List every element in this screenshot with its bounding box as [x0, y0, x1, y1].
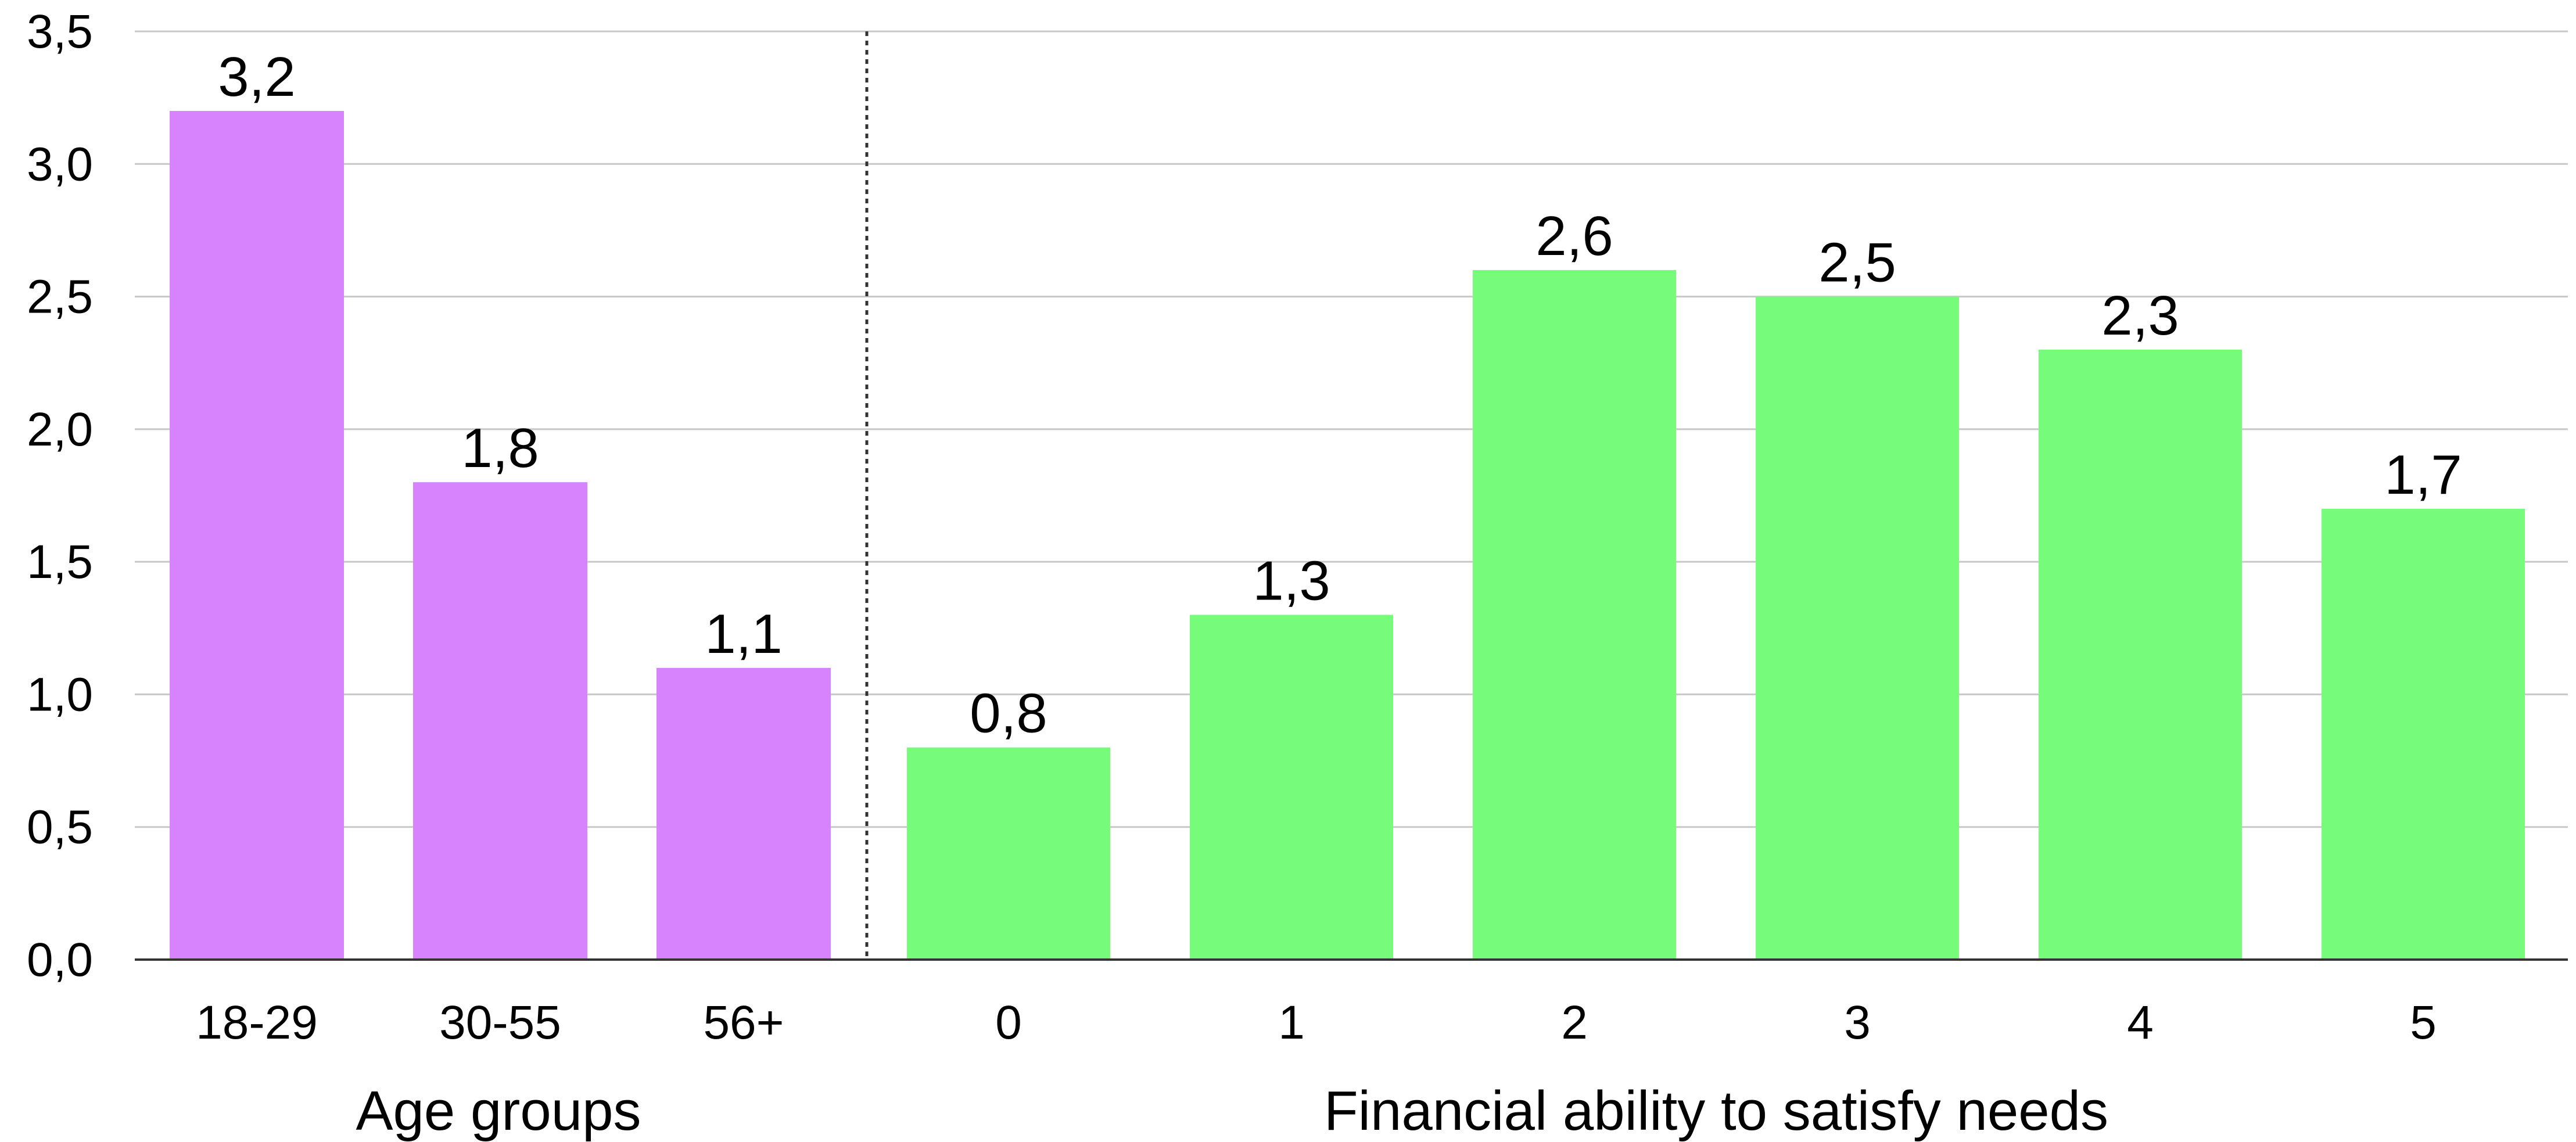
y-tick-label: 1,0: [27, 668, 93, 721]
y-tick-label: 3,5: [27, 5, 93, 58]
x-axis-ticks: 18-29 30-55 56+ 0 1 2 3 4 5: [196, 996, 2437, 1049]
y-tick-label: 3,0: [27, 138, 93, 191]
x-tick-label: 4: [2127, 996, 2154, 1049]
y-axis-ticks: 0,0 0,5 1,0 1,5 2,0 2,5 3,0 3,5: [27, 5, 93, 986]
bar-value-label: 2,6: [1535, 205, 1613, 267]
bar: [2039, 349, 2242, 960]
bar-value-label: 1,3: [1253, 550, 1330, 612]
bar: [656, 667, 831, 960]
y-tick-label: 0,5: [27, 801, 93, 854]
bar: [1190, 615, 1393, 960]
y-tick-label: 1,5: [27, 536, 93, 588]
x-group-label: Financial ability to satisfy needs: [1324, 1080, 2108, 1142]
x-group-label: Age groups: [356, 1080, 641, 1142]
bar: [1473, 270, 1676, 960]
bar-value-label: 1,7: [2384, 444, 2462, 506]
bar-value-label: 2,3: [2101, 285, 2179, 347]
x-tick-label: 18-29: [196, 996, 318, 1049]
x-tick-label: 56+: [703, 996, 784, 1049]
bar: [1756, 296, 1959, 960]
x-tick-label: 0: [995, 996, 1022, 1049]
bar-value-label: 1,1: [705, 603, 782, 665]
x-tick-label: 2: [1561, 996, 1588, 1049]
bar: [170, 110, 344, 960]
bar: [907, 747, 1110, 960]
bar: [413, 482, 587, 960]
group-labels: Age groups Financial ability to satisfy n…: [356, 1080, 2108, 1142]
bar-value-label: 2,5: [1818, 232, 1896, 294]
bars: 3,2 1,8 1,1 0,8 1,3 2,6 2,5 2,3 1,7: [170, 46, 2525, 960]
x-tick-label: 1: [1278, 996, 1305, 1049]
y-tick-label: 2,0: [27, 403, 93, 456]
y-tick-label: 2,5: [27, 271, 93, 324]
bar-value-label: 0,8: [970, 683, 1047, 745]
bar: [2322, 508, 2525, 960]
x-tick-label: 5: [2410, 996, 2437, 1049]
x-tick-label: 3: [1844, 996, 1871, 1049]
bar-value-label: 3,2: [218, 46, 295, 108]
x-tick-label: 30-55: [439, 996, 561, 1049]
bar-value-label: 1,8: [461, 417, 539, 479]
y-tick-label: 0,0: [27, 933, 93, 986]
